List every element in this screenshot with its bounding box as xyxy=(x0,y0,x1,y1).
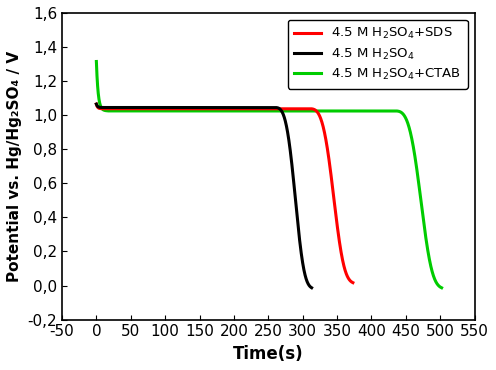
Legend: 4.5 M H$_2$SO$_4$+SDS, 4.5 M H$_2$SO$_4$, 4.5 M H$_2$SO$_4$+CTAB: 4.5 M H$_2$SO$_4$+SDS, 4.5 M H$_2$SO$_4$… xyxy=(288,20,468,88)
Y-axis label: Potential vs. Hg/Hg₂SO₄ / V: Potential vs. Hg/Hg₂SO₄ / V xyxy=(7,51,22,282)
X-axis label: Time(s): Time(s) xyxy=(233,345,304,363)
